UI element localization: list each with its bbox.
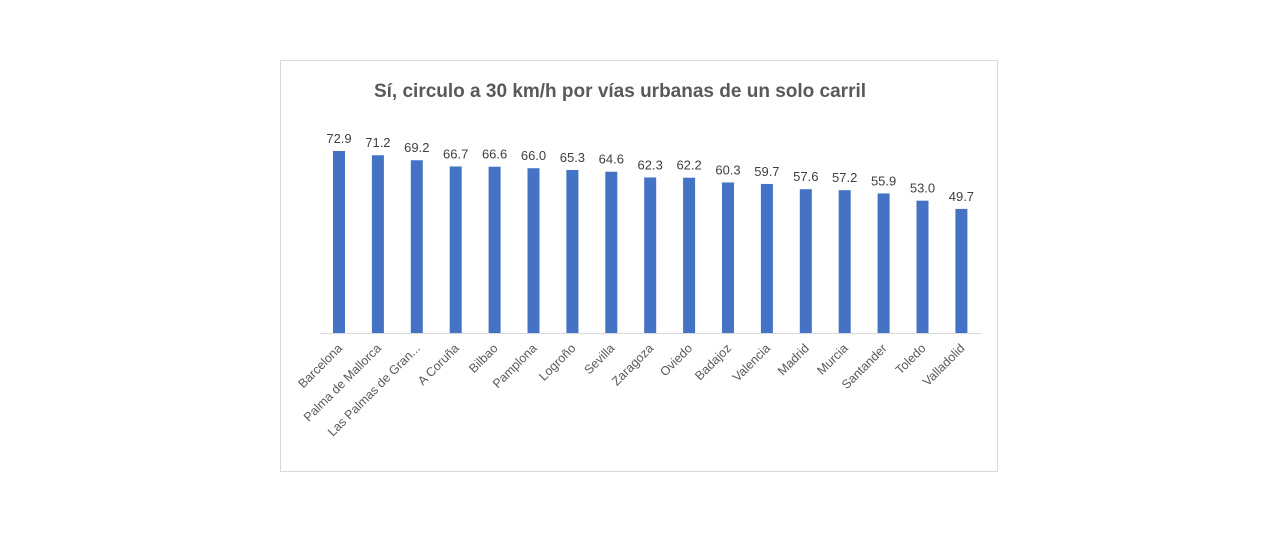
- data-label: 53.0: [910, 181, 935, 196]
- x-tick-label: Madrid: [775, 341, 812, 378]
- data-label: 66.7: [443, 146, 468, 161]
- bar: [877, 193, 890, 333]
- data-label: 62.2: [676, 158, 701, 173]
- bar: [799, 189, 812, 333]
- bar: [760, 183, 773, 333]
- data-label: 57.2: [832, 170, 857, 185]
- data-label: 66.6: [482, 147, 507, 162]
- bar: [566, 169, 579, 333]
- data-label: 66.0: [521, 148, 546, 163]
- data-label: 60.3: [715, 162, 740, 177]
- chart-title: Sí, circulo a 30 km/h por vías urbanas d…: [374, 81, 866, 102]
- bar: [916, 200, 929, 333]
- bar: [722, 182, 734, 333]
- x-tick-label: A Coruña: [415, 341, 462, 388]
- data-label: 69.2: [404, 140, 429, 155]
- data-label: 71.2: [365, 135, 390, 150]
- x-tick-label: Sevilla: [581, 341, 617, 377]
- x-tick-label: Valencia: [730, 341, 773, 384]
- x-tick-label: Murcia: [814, 341, 850, 377]
- bar: [838, 190, 851, 333]
- bar: [410, 160, 423, 333]
- data-label: 72.9: [326, 131, 351, 146]
- x-tick-label: Bilbao: [466, 341, 501, 376]
- data-label: 49.7: [949, 189, 974, 204]
- data-label: 57.6: [793, 169, 818, 184]
- bar: [333, 151, 345, 333]
- x-tick-label: Valladolid: [920, 341, 968, 389]
- bar: [955, 208, 968, 333]
- bar: [527, 168, 540, 333]
- chart-frame: [280, 60, 998, 472]
- x-tick-label: Toledo: [893, 341, 929, 377]
- bar: [683, 177, 696, 333]
- x-tick-label: Oviedo: [657, 341, 695, 379]
- data-label: 59.7: [754, 164, 779, 179]
- data-label: 55.9: [871, 173, 896, 188]
- bar: [371, 155, 384, 333]
- bar: [644, 177, 657, 333]
- bar: [605, 171, 618, 333]
- data-label: 64.6: [599, 152, 624, 167]
- x-tick-label: Badajoz: [692, 341, 734, 383]
- bar: [449, 166, 462, 333]
- data-label: 62.3: [638, 157, 663, 172]
- bar: [488, 166, 501, 333]
- x-tick-label: Zaragoza: [609, 341, 656, 388]
- x-tick-label: Logroño: [536, 341, 578, 383]
- data-label: 65.3: [560, 150, 585, 165]
